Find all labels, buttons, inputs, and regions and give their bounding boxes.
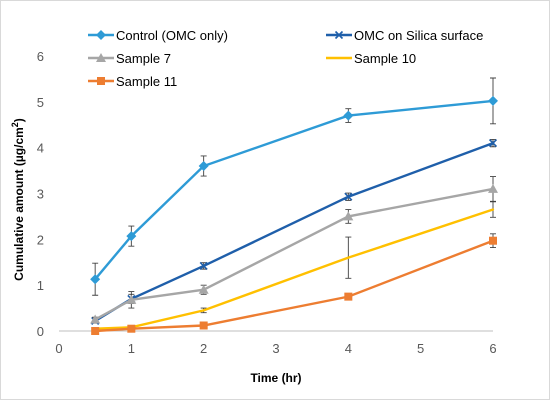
x-tick-label: 2 [200, 341, 207, 356]
x-tick-label: 6 [489, 341, 496, 356]
data-point [344, 292, 353, 301]
y-tick-label: 3 [37, 187, 44, 202]
data-point [199, 321, 208, 330]
data-point [198, 161, 209, 171]
y-tick-label: 5 [37, 95, 44, 110]
legend-item: OMC on Silica surface [326, 28, 483, 43]
series-5 [91, 233, 497, 335]
y-tick-label: 0 [37, 324, 44, 339]
legend-marker [97, 77, 105, 85]
x-tick-label: 3 [272, 341, 279, 356]
data-point [489, 236, 497, 245]
y-axis-title-superscript: 2 [10, 122, 20, 127]
data-point [491, 208, 495, 211]
legend-marker [96, 30, 106, 40]
x-tick-label: 0 [55, 341, 62, 356]
y-tick-label: 1 [37, 278, 44, 293]
data-point [126, 294, 137, 304]
data-point [90, 314, 101, 324]
y-tick-label: 2 [37, 232, 44, 247]
legend-item: Sample 10 [326, 51, 416, 66]
data-point [343, 211, 354, 221]
x-tick-label: 4 [345, 341, 352, 356]
series-line [94, 141, 494, 322]
legend-label: OMC on Silica surface [354, 28, 483, 43]
data-point [488, 95, 498, 106]
legend-item: Control (OMC only) [88, 28, 228, 43]
data-point [199, 261, 208, 270]
legend-label: Sample 10 [354, 51, 416, 66]
data-point [202, 309, 205, 312]
legend-label: Sample 7 [116, 51, 171, 66]
data-point [91, 327, 100, 335]
data-point [127, 324, 136, 333]
legend: Control (OMC only) OMC on Silica surface S… [88, 28, 483, 89]
series-line [94, 99, 494, 280]
legend-label: Control (OMC only) [116, 28, 228, 43]
series-4 [92, 201, 496, 331]
legend-label: Sample 11 [116, 74, 177, 89]
series-line [95, 239, 494, 333]
y-axis-title: Cumulative amount (µg/cm2) [10, 118, 26, 281]
legend-item: Sample 11 [88, 74, 177, 89]
y-tick-label: 4 [37, 141, 44, 156]
series-line [95, 208, 494, 330]
x-axis-title: Time (hr) [250, 371, 301, 385]
legend-item: Sample 7 [88, 51, 171, 66]
data-point [344, 192, 353, 201]
x-tick-label: 1 [128, 341, 135, 356]
y-tick-label: 6 [37, 49, 44, 64]
data-point [126, 231, 137, 242]
data-point [343, 110, 354, 121]
legend-marker [334, 30, 344, 40]
legend-marker [96, 53, 106, 62]
data-point [347, 256, 350, 259]
data-point [198, 284, 209, 294]
y-axis-title-main: Cumulative amount (µg/cm [12, 127, 26, 281]
series-line [94, 187, 494, 321]
x-tick-label: 5 [417, 341, 424, 356]
series-3 [90, 176, 498, 324]
data-point [488, 139, 498, 148]
data-point [488, 183, 498, 193]
data-point [90, 274, 101, 285]
y-axis-title-close: ) [12, 118, 26, 122]
series-1 [90, 77, 498, 296]
